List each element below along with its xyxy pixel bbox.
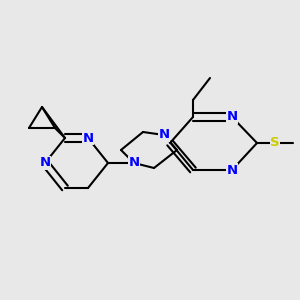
Text: N: N <box>39 157 51 169</box>
Text: N: N <box>226 164 238 176</box>
Text: N: N <box>82 131 94 145</box>
Text: N: N <box>128 157 140 169</box>
Text: N: N <box>158 128 169 142</box>
Text: N: N <box>226 110 238 124</box>
Text: S: S <box>270 136 280 149</box>
